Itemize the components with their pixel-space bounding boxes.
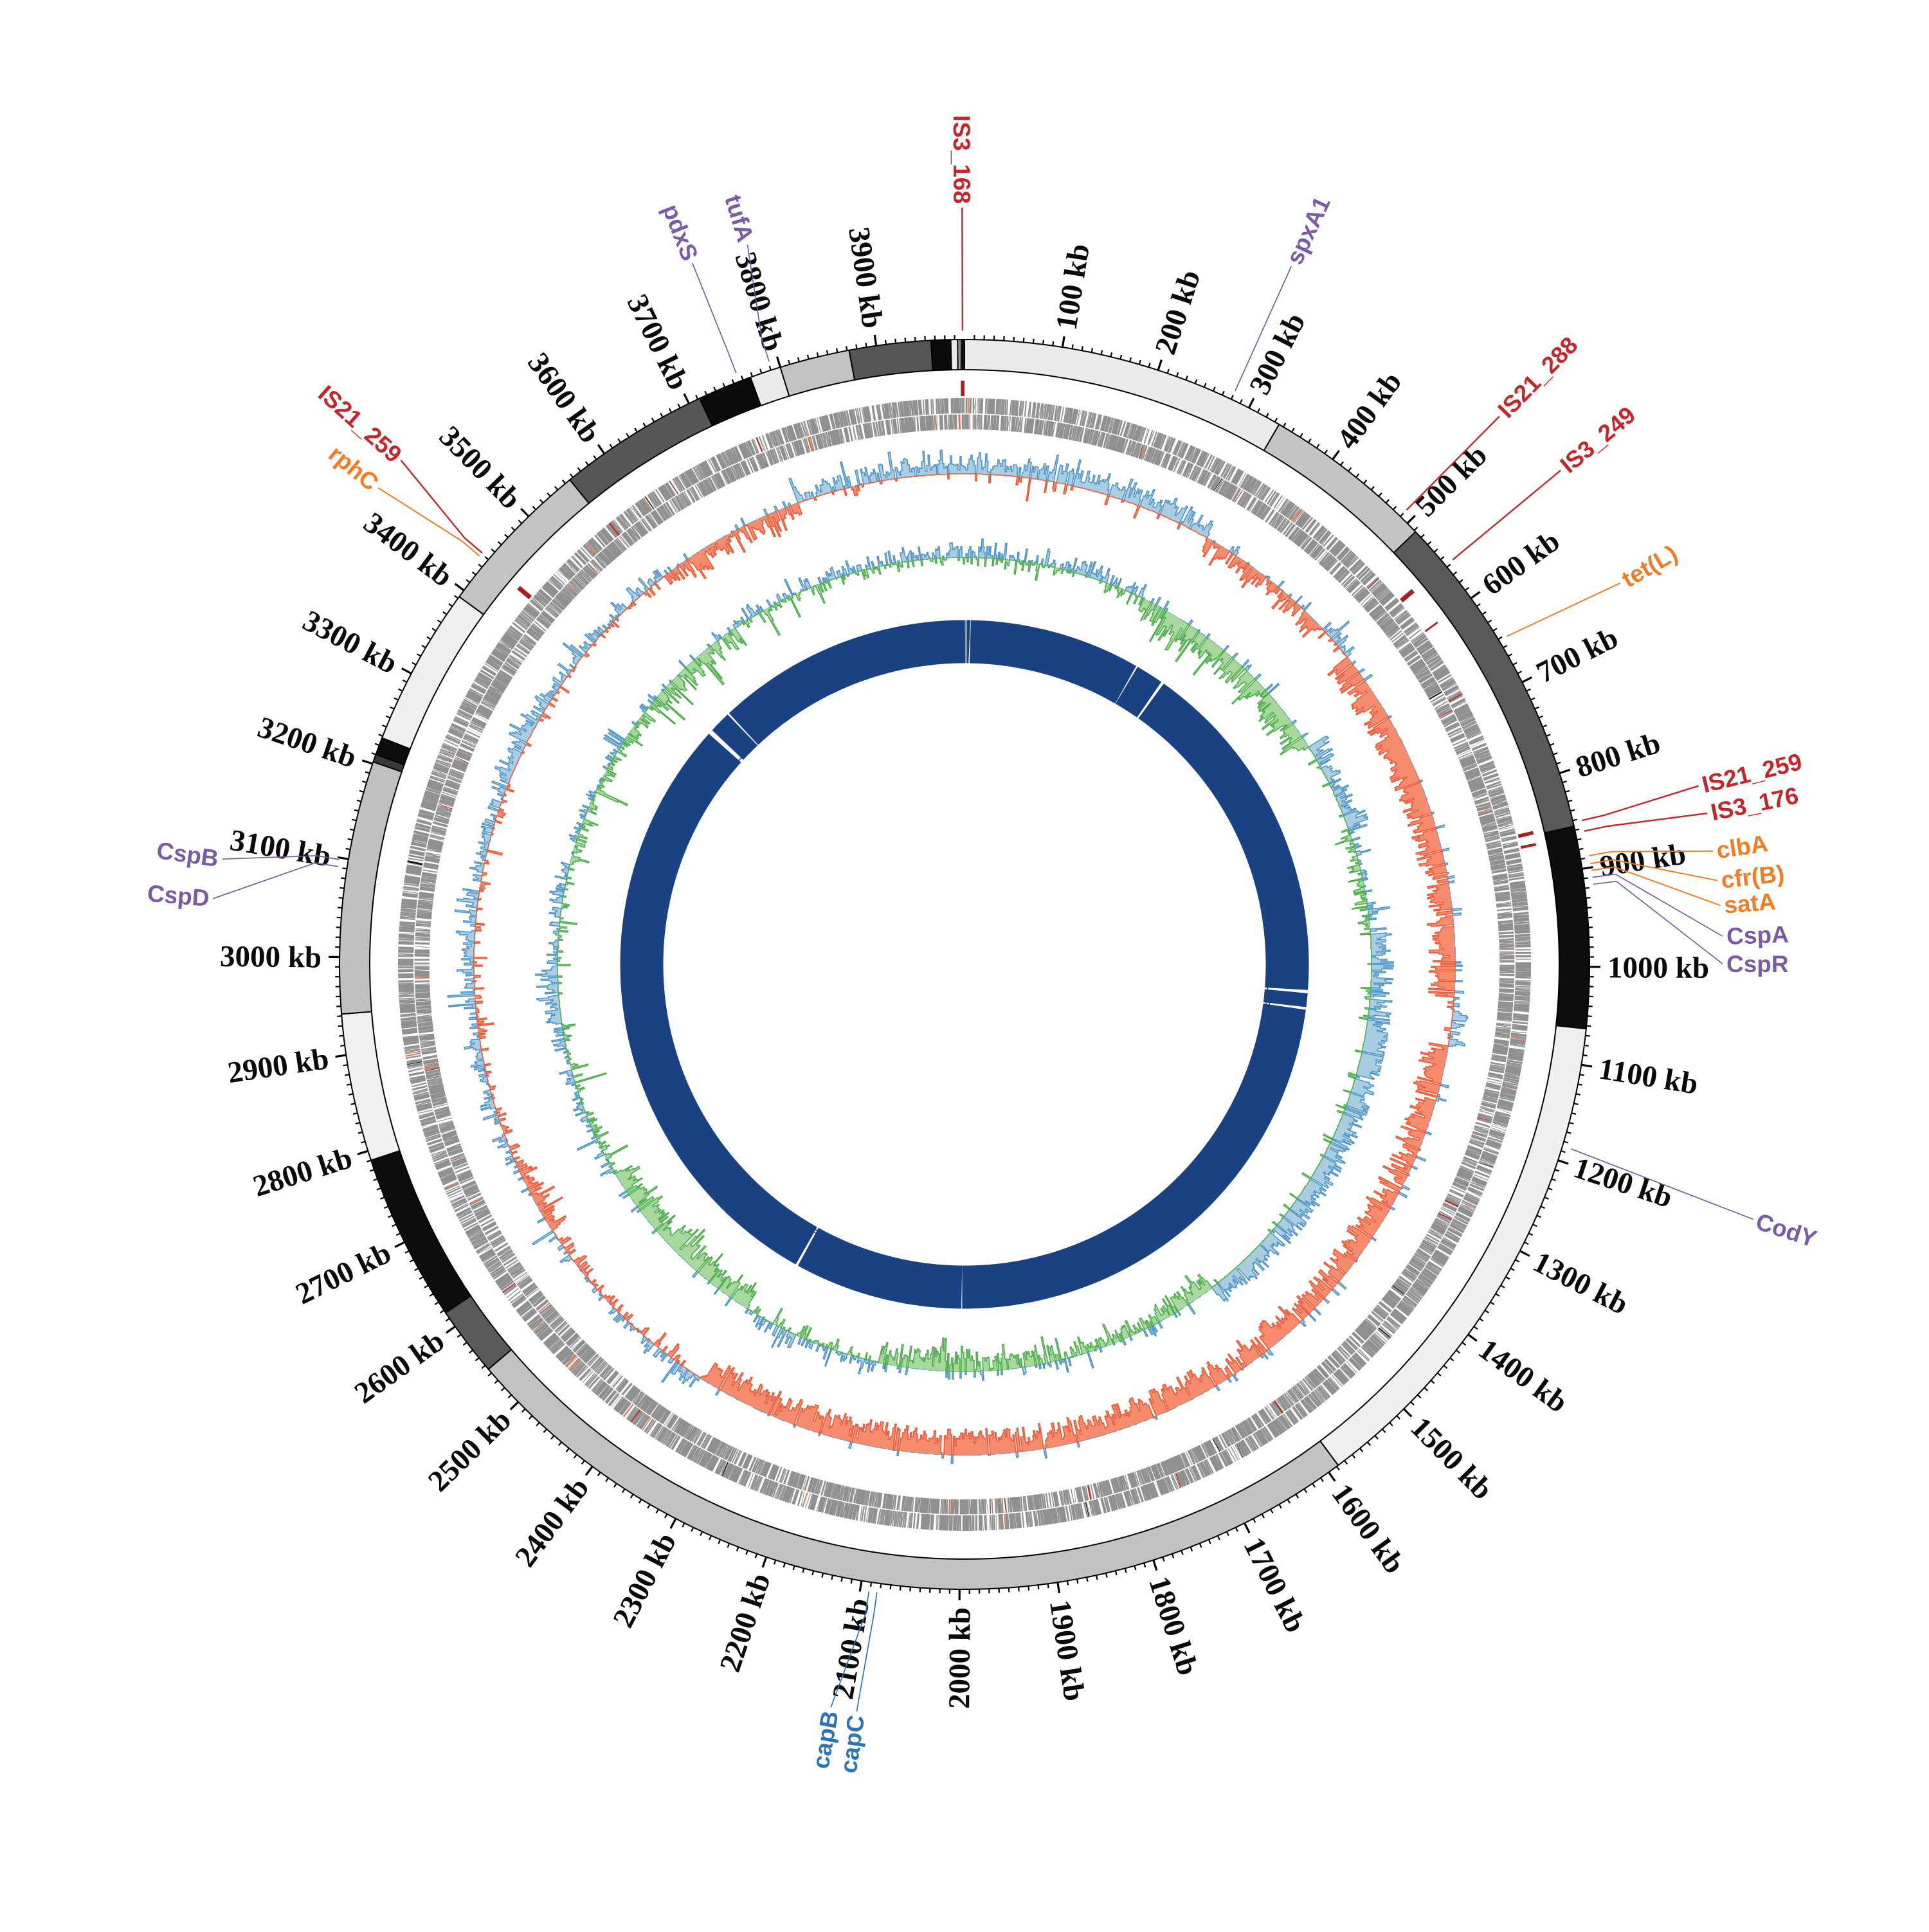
svg-text:1000 kb: 1000 kb [1608,951,1709,985]
svg-text:CspR: CspR [1726,951,1789,977]
svg-text:2000 kb: 2000 kb [943,1607,977,1709]
svg-text:3000 kb: 3000 kb [220,940,322,975]
svg-text:satA: satA [1723,888,1777,918]
svg-text:CspA: CspA [1726,921,1789,950]
svg-text:IS3_168: IS3_168 [948,115,975,204]
svg-text:CspD: CspD [146,880,210,912]
